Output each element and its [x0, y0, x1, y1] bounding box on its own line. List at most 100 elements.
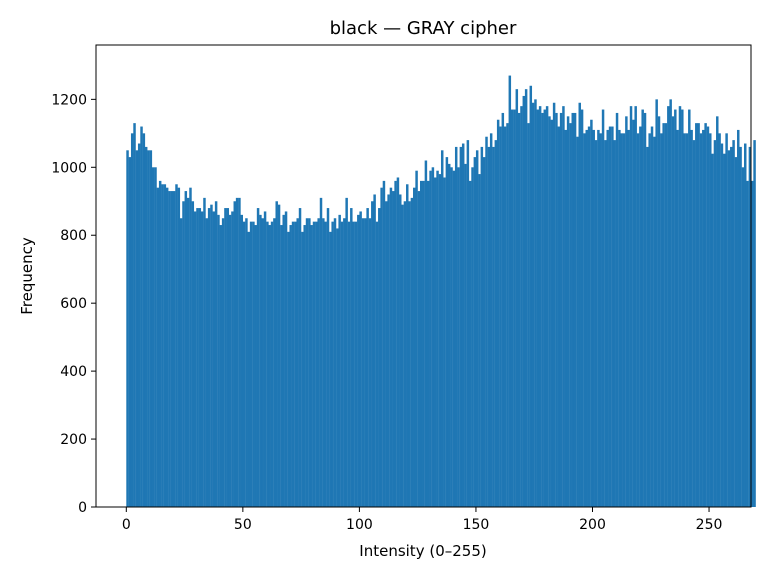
histogram-bar [597, 129, 600, 508]
histogram-bar [154, 167, 157, 507]
x-tick-label: 50 [234, 517, 252, 533]
histogram-bar [375, 221, 379, 507]
histogram-bar [133, 123, 136, 507]
histogram-bar [487, 146, 491, 508]
histogram-bar [438, 174, 442, 507]
histogram-bar [417, 191, 421, 507]
histogram-bar [315, 221, 318, 507]
histogram-bar [378, 208, 381, 507]
histogram-bar [256, 208, 260, 507]
histogram-bar [415, 170, 418, 508]
histogram-bar [718, 133, 721, 507]
histogram-bar [424, 160, 428, 507]
histogram-bar [646, 146, 649, 508]
histogram-bar [489, 133, 493, 507]
histogram-bar [622, 133, 626, 507]
histogram-bar [473, 157, 477, 507]
histogram-bar [210, 204, 213, 508]
histogram-bar [270, 221, 274, 507]
histogram-bar [338, 214, 341, 507]
histogram-bar [699, 133, 703, 507]
histogram-bar [587, 126, 591, 507]
histogram-bar [515, 89, 519, 507]
histogram-bar [228, 214, 232, 507]
histogram-bar [200, 211, 204, 508]
histogram-bar [403, 201, 407, 507]
histogram-bar [426, 180, 430, 507]
histogram-bar [711, 153, 714, 508]
chart-title: black — GRAY cipher [330, 18, 517, 39]
histogram-bar [704, 123, 707, 507]
histogram-bar [324, 221, 327, 507]
histogram-bar [744, 143, 747, 507]
histogram-bar [606, 129, 609, 508]
histogram-bar [219, 225, 223, 507]
histogram-bar [249, 221, 253, 507]
histogram-bar [618, 129, 621, 508]
histogram-bar [308, 218, 311, 507]
histogram-bar [725, 133, 728, 507]
histogram-bar [252, 221, 255, 507]
histogram-bar [235, 197, 239, 507]
histogram-bar [310, 225, 313, 507]
histogram-bar [385, 201, 388, 507]
histogram-bar [534, 99, 537, 508]
y-axis-ticks: 0 200 400 600 800 1000 1200 [51, 92, 96, 516]
histogram-bar [156, 187, 160, 508]
histogram-bar [273, 218, 276, 507]
histogram-bar [191, 201, 195, 507]
histogram-bar [182, 201, 185, 507]
histogram-bar [508, 75, 512, 507]
x-tick-label: 100 [346, 517, 373, 533]
y-tick-label: 600 [60, 296, 87, 312]
y-tick-label: 1200 [51, 92, 87, 108]
histogram-bar [193, 211, 197, 508]
histogram-bar [678, 106, 682, 507]
histogram-bar [657, 116, 661, 508]
histogram-bar [503, 126, 507, 507]
histogram-bar [664, 123, 668, 507]
histogram-bar [289, 225, 292, 507]
histogram-bar [317, 218, 320, 507]
histogram-bar [706, 126, 710, 507]
histogram-bar [245, 218, 248, 507]
histogram-bar [280, 225, 283, 507]
histogram-bar [655, 99, 658, 508]
y-axis-label: Frequency [18, 237, 36, 315]
histogram-bar [639, 126, 642, 507]
histogram-bar [224, 208, 227, 507]
histogram-bar [207, 208, 211, 507]
histogram-bar [590, 119, 593, 507]
histogram-bar [177, 187, 181, 508]
histogram-bar [361, 218, 365, 507]
histogram-bar [559, 112, 563, 508]
histogram-bar [522, 95, 526, 508]
histogram-bar [608, 126, 612, 507]
histogram-bar [266, 221, 269, 507]
histogram-bar [329, 231, 332, 507]
y-tick-label: 800 [60, 228, 87, 244]
histogram-bar [422, 180, 425, 507]
histogram-bar [340, 221, 344, 507]
histogram-bar [580, 109, 584, 507]
histogram-bar [387, 194, 390, 507]
histogram-bar [662, 123, 665, 507]
x-axis-ticks: 0 50 100 150 200 250 [122, 507, 722, 533]
histogram-bar [494, 140, 498, 507]
histogram-bar [126, 150, 129, 507]
histogram-bar [128, 157, 132, 507]
histogram-bar [730, 146, 733, 508]
histogram-bar [158, 180, 162, 507]
histogram-bar [576, 136, 579, 507]
histogram-bar [212, 211, 216, 508]
histogram-bar [445, 157, 449, 507]
histogram-bar [440, 150, 444, 507]
histogram-bar [734, 157, 738, 507]
histogram-bar [475, 150, 479, 507]
histogram-bar [242, 221, 246, 507]
histogram-bar [697, 123, 700, 507]
histogram-bar [536, 109, 540, 507]
x-tick-label: 200 [579, 517, 606, 533]
histogram-bar [410, 197, 414, 507]
